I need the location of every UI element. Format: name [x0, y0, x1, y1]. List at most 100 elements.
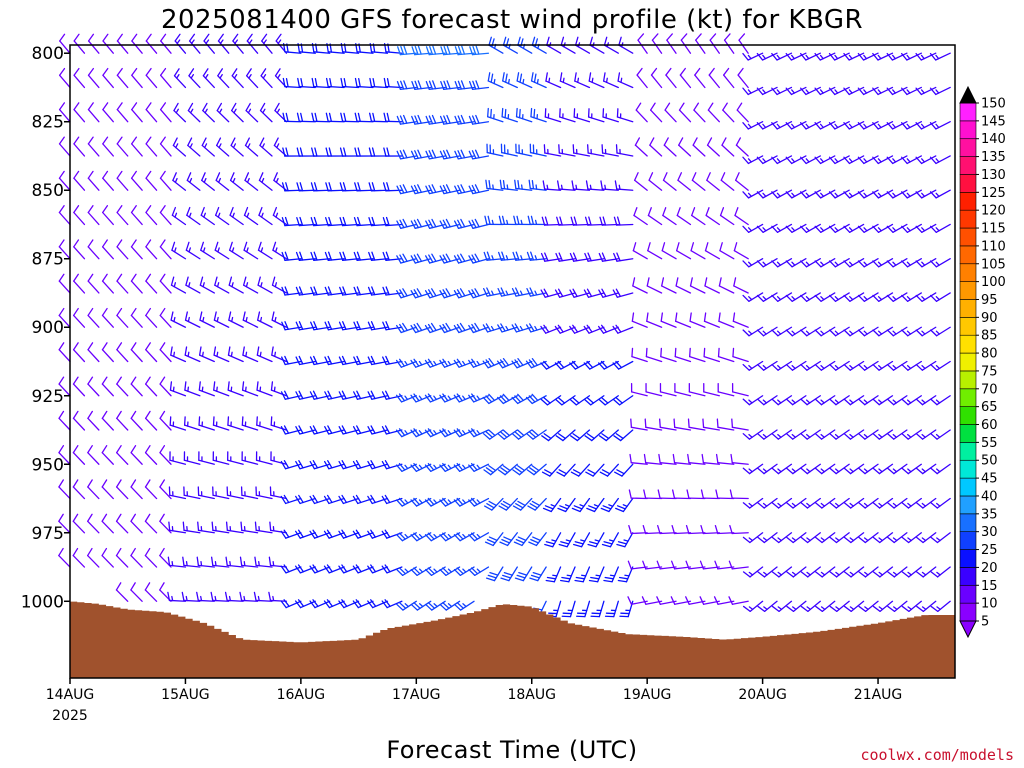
- barb-shaft: [116, 314, 129, 328]
- barb-flag: [72, 513, 79, 522]
- y-tick-label: 850: [32, 181, 64, 201]
- wind-barb: [281, 182, 302, 192]
- barb-flag: [58, 307, 65, 317]
- barb-flag: [398, 567, 407, 575]
- barb-flag: [213, 381, 216, 391]
- wind-barb: [482, 358, 504, 369]
- barb-flag: [58, 136, 65, 145]
- wind-barb: [800, 121, 821, 130]
- barb-flag: [486, 503, 495, 509]
- barb-flag: [445, 288, 452, 297]
- wind-barb: [785, 155, 807, 165]
- wind-barb: [216, 102, 230, 123]
- wind-barb: [814, 326, 836, 337]
- barb-flag: [554, 289, 561, 298]
- wind-barb: [630, 418, 648, 431]
- wind-barb: [785, 395, 807, 406]
- wind-barb: [243, 241, 259, 260]
- wind-barb: [843, 121, 865, 130]
- barb-half-flag: [892, 364, 897, 370]
- wind-barb: [256, 346, 273, 363]
- barb-shaft: [717, 391, 735, 397]
- barb-flag: [457, 45, 462, 55]
- barb-shaft: [102, 74, 114, 89]
- barb-flag: [296, 147, 300, 157]
- barb-flag: [915, 398, 924, 406]
- barb-flag: [181, 591, 185, 602]
- barb-flag: [872, 363, 880, 371]
- barb-flag: [662, 172, 668, 181]
- barb-half-flag: [608, 504, 614, 507]
- barb-half-flag: [805, 261, 810, 266]
- wind-barb: [858, 429, 879, 440]
- barb-half-flag: [748, 537, 754, 542]
- barb-flag: [453, 603, 462, 611]
- colorbar-label: 150: [981, 97, 1006, 112]
- barb-flag: [601, 433, 610, 440]
- barb-flag: [661, 277, 665, 287]
- barb-flag: [545, 541, 555, 545]
- barb-shaft: [72, 520, 86, 534]
- barb-flag: [439, 534, 447, 542]
- wind-barb: [857, 52, 879, 61]
- wind-barb: [229, 172, 244, 191]
- barb-flag: [930, 398, 938, 406]
- wind-barb: [742, 326, 764, 337]
- wind-barb: [901, 258, 922, 268]
- barb-flag: [527, 505, 536, 511]
- barb-half-flag: [534, 255, 538, 261]
- wind-barb: [424, 358, 446, 368]
- wind-barb: [338, 494, 360, 505]
- wind-barb: [528, 532, 547, 547]
- barb-half-flag: [506, 184, 509, 190]
- barb-shaft: [58, 177, 71, 191]
- barb-flag: [702, 418, 705, 428]
- barb-flag: [689, 347, 691, 358]
- barb-flag: [514, 395, 522, 403]
- barb-half-flag: [848, 227, 854, 232]
- wind-barb: [168, 486, 187, 500]
- wind-barb: [367, 529, 389, 539]
- barb-flag: [929, 122, 937, 130]
- barb-flag: [502, 358, 510, 366]
- barb-half-flag: [834, 433, 840, 438]
- barb-flag: [586, 507, 596, 513]
- barb-shaft: [707, 109, 720, 123]
- barb-flag: [488, 536, 498, 542]
- wind-barb: [102, 67, 114, 89]
- barb-flag: [431, 114, 437, 124]
- wind-barb: [742, 360, 764, 371]
- barb-half-flag: [849, 399, 854, 404]
- wind-barb: [556, 180, 576, 191]
- wind-barb: [771, 600, 793, 613]
- wind-barb: [915, 121, 937, 130]
- wind-barb: [527, 215, 547, 226]
- wind-barb: [395, 462, 417, 472]
- barb-half-flag: [762, 54, 767, 60]
- wind-barb: [718, 312, 735, 328]
- barb-flag: [295, 426, 301, 435]
- wind-barb: [771, 121, 793, 130]
- barb-flag: [246, 33, 253, 42]
- barb-flag: [587, 469, 596, 475]
- wind-barb: [203, 33, 215, 54]
- wind-barb: [73, 136, 86, 157]
- wind-barb: [886, 86, 908, 96]
- barb-flag: [616, 252, 621, 262]
- barb-flag: [101, 342, 108, 351]
- barb-flag: [585, 180, 589, 190]
- barb-flag: [338, 426, 344, 435]
- barb-flag: [515, 503, 524, 509]
- barb-flag: [587, 252, 592, 262]
- barb-flag: [130, 479, 137, 488]
- barb-flag: [283, 425, 290, 434]
- wind-barb: [901, 223, 922, 233]
- wind-barb: [588, 72, 605, 89]
- barb-flag: [328, 112, 333, 123]
- barb-flag: [843, 605, 852, 613]
- wind-barb: [87, 376, 100, 397]
- barb-flag: [857, 225, 865, 233]
- wind-barb: [410, 428, 432, 438]
- wind-barb: [325, 147, 345, 157]
- barb-half-flag: [190, 39, 195, 45]
